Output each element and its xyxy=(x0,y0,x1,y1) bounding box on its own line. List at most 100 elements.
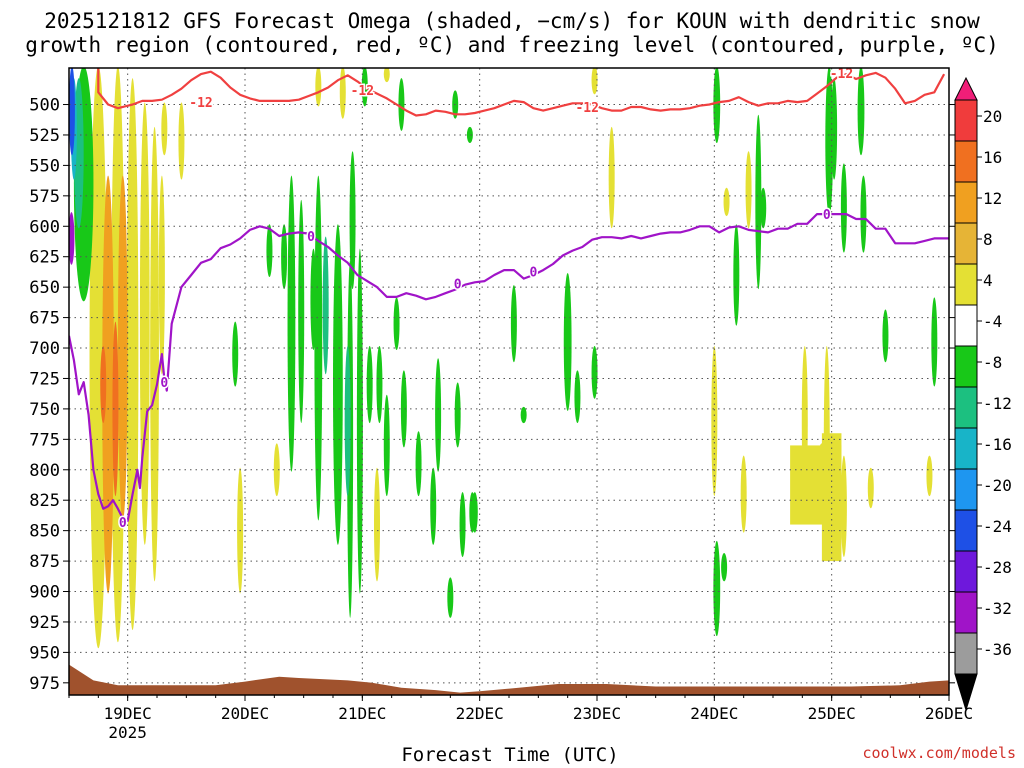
colorbar: 20 16 12 8 4 -4 -8 -12 -16 -20 -24 -28 -32 -36 xyxy=(954,76,1012,712)
y-tick-label: 550 xyxy=(29,156,60,176)
colorbar-segment xyxy=(954,222,978,265)
omega-shade-region xyxy=(333,224,343,545)
omega-shade-region xyxy=(608,126,615,229)
omega-shade-region xyxy=(466,126,473,144)
y-tick-label: 750 xyxy=(29,400,60,420)
omega-shade-region xyxy=(447,577,454,618)
omega-shade-region xyxy=(287,175,296,472)
omega-shade-region xyxy=(713,68,721,144)
y-tick-label: 825 xyxy=(29,491,60,511)
x-tick-label: 19DEC xyxy=(104,704,152,723)
colorbar-label: -16 xyxy=(983,435,1012,454)
contour-label-freezing: 0 xyxy=(307,230,315,245)
omega-shade-region xyxy=(161,102,168,156)
colorbar-label: -32 xyxy=(983,599,1012,618)
omega-shade-region xyxy=(831,78,838,180)
omega-shade-region xyxy=(860,175,867,253)
colorbar-segment xyxy=(954,509,978,552)
omega-shade-region xyxy=(740,455,747,533)
colorbar-label: 20 xyxy=(983,107,1002,126)
omega-shade-region xyxy=(926,455,933,497)
omega-shade-region xyxy=(376,346,383,424)
omega-shade-region xyxy=(314,175,323,521)
omega-shade-region xyxy=(857,68,865,156)
omega-shade-region xyxy=(298,199,305,424)
y-tick-label: 700 xyxy=(29,339,60,359)
colorbar-segment xyxy=(954,140,978,183)
x-tick-label: 26DEC xyxy=(925,704,973,723)
omega-shade-region xyxy=(339,68,346,119)
colorbar-segment xyxy=(954,386,978,429)
colorbar-label: -4 xyxy=(983,312,1002,331)
omega-shade-region xyxy=(273,443,280,497)
colorbar-label: -28 xyxy=(983,558,1012,577)
colorbar-label: 12 xyxy=(983,189,1002,208)
y-tick-label: 850 xyxy=(29,522,60,542)
colorbar-label: -12 xyxy=(983,394,1012,413)
y-tick-label: 525 xyxy=(29,126,60,146)
omega-shade-region xyxy=(349,151,356,290)
colorbar-segment xyxy=(954,345,978,388)
omega-shade-region xyxy=(755,114,762,290)
y-tick-label: 875 xyxy=(29,552,60,572)
y-tick-label: 675 xyxy=(29,309,60,329)
omega-shade-region xyxy=(840,163,847,253)
omega-shade-region xyxy=(398,78,405,131)
grid-lines xyxy=(69,68,950,695)
omega-shade-region xyxy=(733,224,740,326)
omega-shade-region xyxy=(430,467,437,545)
y-tick-label: 725 xyxy=(29,369,60,389)
omega-shade-region xyxy=(510,285,517,363)
omega-shade-region xyxy=(158,175,165,375)
colorbar-label: -20 xyxy=(983,476,1012,495)
omega-shade-region xyxy=(102,175,114,594)
omega-shade-region xyxy=(117,175,128,521)
omega-shade-region xyxy=(112,321,119,497)
omega-shade-region xyxy=(383,394,390,497)
omega-shade-region xyxy=(400,370,407,448)
x-tick-sublabel: 2025 xyxy=(108,723,147,742)
omega-shade-region xyxy=(315,68,322,107)
contour-labels: -12 -12 -12 -12 0 0 0 0 0 0 xyxy=(117,65,854,532)
colorbar-segment xyxy=(954,591,978,634)
omega-shade-region xyxy=(745,151,752,229)
omega-shade-region xyxy=(322,236,329,375)
omega-shade-region xyxy=(563,272,572,411)
chart-title-line-1: 2025121812 GFS Forecast Omega (shaded, −… xyxy=(44,9,980,33)
y-tick-label: 575 xyxy=(29,187,60,207)
y-tick-label: 600 xyxy=(29,217,60,237)
omega-shade-region xyxy=(435,358,442,472)
contour-label-snow: -12 xyxy=(189,96,212,111)
omega-shade-region xyxy=(520,406,527,424)
colorbar-segment xyxy=(954,99,978,142)
omega-shade-region xyxy=(178,102,185,180)
contour-label-snow: -12 xyxy=(351,84,374,99)
omega-shade-region xyxy=(591,346,598,399)
y-tick-label: 925 xyxy=(29,613,60,633)
y-tick-label: 800 xyxy=(29,461,60,481)
omega-shade-region xyxy=(393,297,400,351)
omega-shade-region xyxy=(374,467,380,582)
omega-shade-region xyxy=(454,382,461,448)
contour-label-snow: -12 xyxy=(830,67,853,82)
x-tick-label: 24DEC xyxy=(690,704,738,723)
contour-label-snow: -12 xyxy=(575,101,598,116)
colorbar-segment xyxy=(954,468,978,511)
omega-shade-region xyxy=(89,68,108,649)
contour-label-freezing: 0 xyxy=(119,516,127,531)
y-tick-label: 775 xyxy=(29,430,60,450)
x-tick-label: 25DEC xyxy=(808,704,856,723)
omega-shade-region xyxy=(723,187,730,217)
omega-shade-region xyxy=(760,187,767,229)
omega-shade-region xyxy=(100,346,107,424)
omega-shade-region xyxy=(383,68,390,83)
plot-frame xyxy=(68,67,950,696)
omega-shade-region xyxy=(713,540,721,637)
omega-shade-region xyxy=(310,248,317,351)
x-tick-label: 20DEC xyxy=(221,704,269,723)
colorbar-segment xyxy=(954,550,978,593)
omega-shade-region xyxy=(591,68,598,95)
colorbar-label: -8 xyxy=(983,353,1002,372)
